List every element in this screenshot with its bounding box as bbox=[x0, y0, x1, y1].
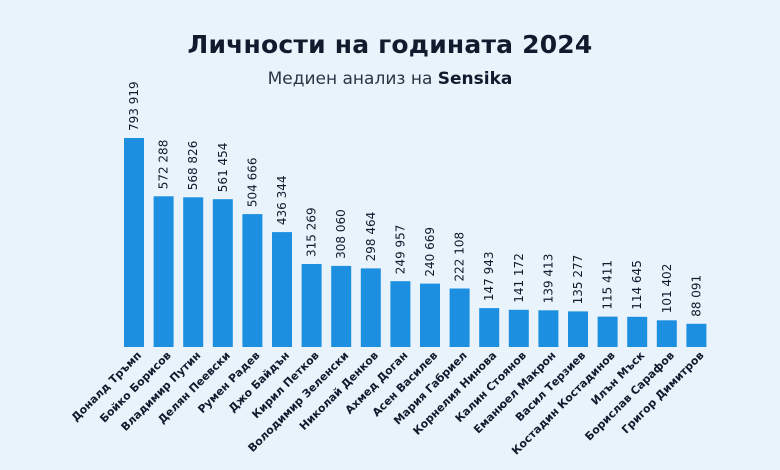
bar-14 bbox=[508, 309, 529, 347]
bar-3 bbox=[183, 197, 204, 347]
bar-12 bbox=[449, 288, 470, 347]
bar-16 bbox=[568, 311, 588, 347]
value-label-11: 240 669 bbox=[423, 227, 437, 277]
value-label-7: 315 269 bbox=[305, 207, 319, 257]
bar-19 bbox=[656, 320, 677, 347]
value-label-19: 101 402 bbox=[660, 264, 674, 314]
bar-8 bbox=[331, 265, 352, 347]
value-label-14: 141 172 bbox=[512, 253, 526, 303]
chart-subtitle: Медиен анализ на Sensika bbox=[0, 69, 780, 89]
subtitle-prefix: Медиен анализ на bbox=[267, 69, 438, 89]
value-label-8: 308 060 bbox=[334, 209, 348, 259]
bar-15 bbox=[538, 310, 559, 347]
bar-4 bbox=[212, 199, 233, 347]
bar-2 bbox=[153, 196, 174, 347]
value-label-17: 115 411 bbox=[601, 260, 615, 310]
bar-18 bbox=[627, 316, 648, 347]
bar-5 bbox=[242, 214, 263, 347]
value-label-9: 298 464 bbox=[364, 212, 378, 262]
bar-11 bbox=[420, 283, 440, 347]
chart-title: Личности на годината 2024 bbox=[187, 30, 593, 59]
bar-13 bbox=[479, 308, 500, 347]
value-label-5: 504 666 bbox=[245, 157, 259, 207]
value-label-18: 114 645 bbox=[630, 260, 644, 310]
value-label-3: 568 826 bbox=[186, 141, 200, 191]
value-label-10: 249 957 bbox=[393, 225, 407, 275]
value-label-6: 436 344 bbox=[275, 175, 289, 225]
bar-17 bbox=[597, 316, 618, 347]
value-label-4: 561 454 bbox=[216, 143, 230, 193]
value-label-13: 147 943 bbox=[482, 251, 496, 301]
value-label-15: 139 413 bbox=[541, 254, 555, 304]
value-label-16: 135 277 bbox=[571, 255, 585, 305]
value-label-2: 572 288 bbox=[157, 140, 171, 190]
subtitle-brand: Sensika bbox=[437, 69, 513, 89]
bar-20 bbox=[686, 323, 707, 347]
value-label-1: 793 919 bbox=[127, 81, 141, 131]
value-label-20: 88 091 bbox=[689, 275, 703, 317]
bar-1 bbox=[124, 138, 144, 347]
bar-6 bbox=[272, 232, 292, 347]
bar-10 bbox=[390, 281, 411, 347]
bar-9 bbox=[360, 268, 381, 347]
bar-7 bbox=[301, 264, 322, 347]
value-label-12: 222 108 bbox=[453, 232, 467, 282]
